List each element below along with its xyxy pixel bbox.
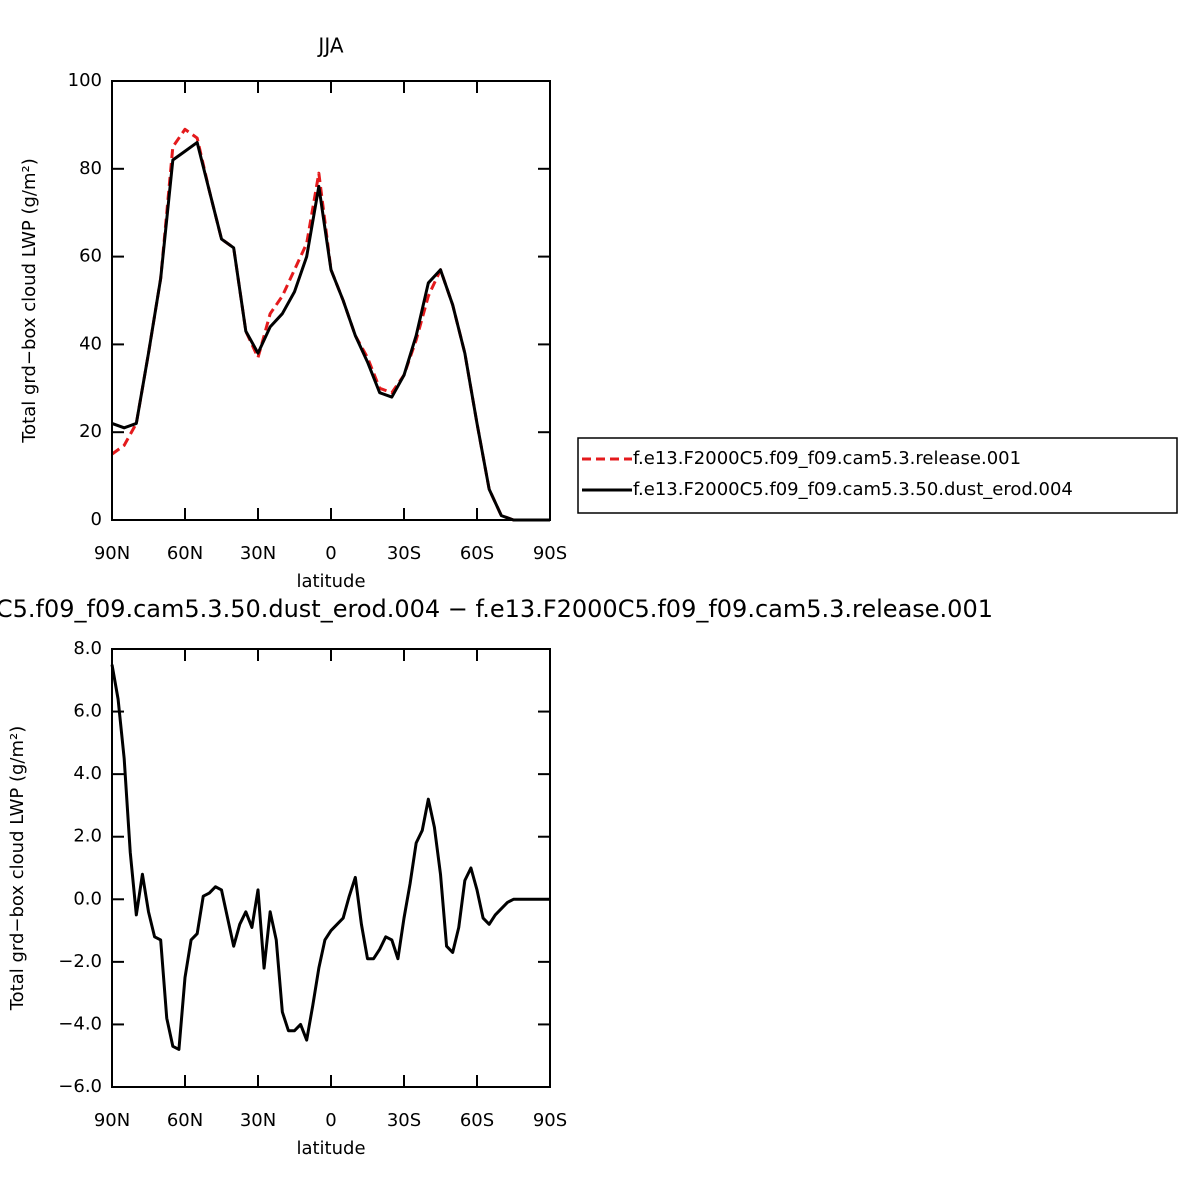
x-tick-label: 30S <box>387 543 421 564</box>
x-tick-label: 0 <box>325 543 336 564</box>
y-tick-label: 6.0 <box>73 701 102 722</box>
y-tick-label: 2.0 <box>73 826 102 847</box>
y-tick-label: −2.0 <box>58 951 102 972</box>
x-tick-label: 30S <box>387 1110 421 1131</box>
y-tick-label: −4.0 <box>58 1013 102 1034</box>
x-tick-label: 30N <box>240 1110 276 1131</box>
x-tick-label: 90S <box>533 543 567 564</box>
y-tick-label: 4.0 <box>73 763 102 784</box>
series-line <box>110 664 550 1051</box>
x-tick-label: 90N <box>94 1110 130 1131</box>
x-axis-label: latitude <box>296 571 365 592</box>
y-tick-label: 20 <box>79 421 102 442</box>
y-tick-label: 8.0 <box>73 638 102 659</box>
x-tick-label: 90N <box>94 543 130 564</box>
y-tick-label: 100 <box>68 70 102 91</box>
y-axis-label: Total grd−box cloud LWP (g/m²) <box>19 158 40 444</box>
x-tick-label: 60S <box>460 1110 494 1131</box>
x-tick-label: 90S <box>533 1110 567 1131</box>
y-tick-label: −6.0 <box>58 1076 102 1097</box>
x-tick-label: 60N <box>167 1110 203 1131</box>
y-tick-label: 0.0 <box>73 888 102 909</box>
series-line <box>111 127 550 522</box>
x-tick-label: 60N <box>167 543 203 564</box>
plot-frame <box>111 80 551 521</box>
x-tick-label: 30N <box>240 543 276 564</box>
plot-frame <box>111 648 551 1088</box>
y-tick-label: 60 <box>79 246 102 267</box>
y-tick-label: 0 <box>91 509 102 530</box>
y-tick-label: 40 <box>79 333 102 354</box>
legend-label: f.e13.F2000C5.f09_f09.cam5.3.release.001 <box>633 448 1021 469</box>
chart-title: JJA <box>316 34 343 58</box>
series-line <box>111 140 550 522</box>
legend-box <box>577 437 1178 514</box>
x-axis-label: latitude <box>296 1138 365 1159</box>
y-tick-label: 80 <box>79 158 102 179</box>
legend-label: f.e13.F2000C5.f09_f09.cam5.3.50.dust_ero… <box>633 479 1073 500</box>
chart-title: f.e13.F2000C5.f09_f09.cam5.3.50.dust_ero… <box>0 595 993 623</box>
x-tick-label: 0 <box>325 1110 336 1131</box>
x-tick-label: 60S <box>460 543 494 564</box>
y-axis-label: Total grd−box cloud LWP (g/m²) <box>7 726 28 1012</box>
